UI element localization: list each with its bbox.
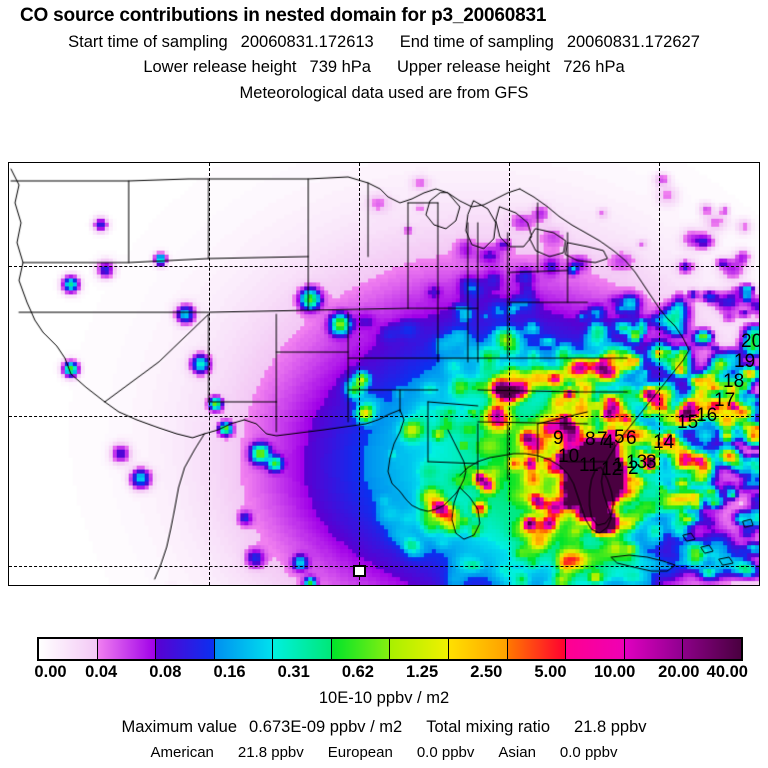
colorbar-segment-ramp xyxy=(624,639,683,659)
trajectory-point-3: 3 xyxy=(646,452,657,473)
colorbar-tick-20.00: 20.00 xyxy=(658,663,700,681)
colorbar-tick-0.04: 0.04 xyxy=(85,663,118,681)
maximum-value: 0.673E-09 ppbv / m2 xyxy=(249,718,403,736)
trajectory-point-11: 11 xyxy=(579,455,599,476)
trajectory-point-5: 5 xyxy=(614,427,625,448)
concentration-field-heatmap xyxy=(9,163,759,585)
colorbar-tick-0.08: 0.08 xyxy=(149,663,182,681)
graticule-parallel xyxy=(9,266,759,267)
colorbar-segment-ramp xyxy=(449,639,507,659)
colorbar-segment-ramp xyxy=(331,639,390,659)
maximum-value-label: Maximum value xyxy=(121,718,238,736)
colorbar-segment-ramp xyxy=(683,639,741,659)
page-title: CO source contributions in nested domain… xyxy=(20,5,547,26)
trajectory-point-15: 15 xyxy=(677,412,699,433)
colorbar-tick-0.00: 0.00 xyxy=(34,663,67,681)
upper-height-value: 726 hPa xyxy=(563,58,625,76)
total-mixing-ratio-label: Total mixing ratio xyxy=(426,718,551,736)
asian-label: Asian xyxy=(498,744,536,761)
trajectory-point-6: 6 xyxy=(626,428,637,449)
colorbar-tick-0.62: 0.62 xyxy=(341,663,374,681)
trajectory-point-19: 19 xyxy=(734,351,756,372)
trajectory-point-2: 2 xyxy=(628,458,639,479)
colorbar-segment-6 xyxy=(390,639,450,659)
trajectory-point-7: 7 xyxy=(597,429,608,450)
asian-value: 0.0 ppbv xyxy=(559,744,618,761)
american-value: 21.8 ppbv xyxy=(237,744,304,761)
american-label: American xyxy=(150,744,214,761)
colorbar-tick-0.16: 0.16 xyxy=(213,663,246,681)
meteorology-source-line: Meteorological data used are from GFS xyxy=(239,84,529,102)
trajectory-point-16: 16 xyxy=(696,405,718,426)
trajectory-point-9: 9 xyxy=(553,428,564,449)
colorbar-tick-10.00: 10.00 xyxy=(593,663,636,681)
upper-height-label: Upper release height xyxy=(397,58,551,76)
regional-contribution-line: American 21.8 ppbv European 0.0 ppbv Asian 0.… xyxy=(0,744,768,761)
colorbar-segment-ramp xyxy=(39,639,97,659)
colorbar-segment-11 xyxy=(683,639,741,659)
colorbar-tick-2.50: 2.50 xyxy=(470,663,503,681)
trajectory-point-17: 17 xyxy=(714,390,736,411)
trajectory-point-18: 18 xyxy=(723,371,745,392)
colorbar-segment-ramp xyxy=(273,639,331,659)
trajectory-point-10: 10 xyxy=(558,446,580,467)
colorbar-segment-ramp xyxy=(507,639,566,659)
colorbar-segment-ramp xyxy=(156,639,214,659)
european-value: 0.0 ppbv xyxy=(416,744,475,761)
colorbar-segment-5 xyxy=(331,639,391,659)
trajectory-point-12: 12 xyxy=(601,459,623,480)
colorbar-segment-4 xyxy=(273,639,332,659)
end-time-label: End time of sampling xyxy=(399,33,554,51)
graticule-meridian xyxy=(509,163,510,585)
colorbar-segment-9 xyxy=(566,639,625,659)
colorbar-segment-10 xyxy=(624,639,684,659)
trajectory-point-20: 20 xyxy=(741,331,759,352)
graticule-parallel xyxy=(9,566,759,567)
colorbar-tick-1.25: 1.25 xyxy=(406,663,439,681)
colorbar-tick-0.31: 0.31 xyxy=(277,663,310,681)
summary-statistics-line: Maximum value 0.673E-09 ppbv / m2 Total mi… xyxy=(0,718,768,737)
colorbar-tick-40.00: 40.00 xyxy=(706,663,748,681)
trajectory-point-1: 1 xyxy=(613,455,624,476)
colorbar-segment-7 xyxy=(449,639,508,659)
lower-height-label: Lower release height xyxy=(143,58,297,76)
release-location-marker xyxy=(353,565,366,577)
total-mixing-ratio-value: 21.8 ppbv xyxy=(574,718,647,736)
start-time-label: Start time of sampling xyxy=(68,33,228,51)
colorbar-segment-ramp xyxy=(214,639,273,659)
trajectory-point-14: 14 xyxy=(653,432,675,453)
end-time-value: 20060831.172627 xyxy=(566,33,700,51)
start-time-value: 20060831.172613 xyxy=(240,33,374,51)
graticule-parallel xyxy=(9,416,759,417)
colorbar-segment-0 xyxy=(39,639,98,659)
colorbar-segment-2 xyxy=(156,639,215,659)
graticule-meridian xyxy=(209,163,210,585)
colorbar xyxy=(37,637,743,661)
trajectory-point-13: 13 xyxy=(626,452,648,473)
lower-height-value: 739 hPa xyxy=(309,58,371,76)
colorbar-units-label: 10E-10 ppbv / m2 xyxy=(318,689,450,707)
trajectory-point-4: 4 xyxy=(603,432,614,453)
colorbar-tick-labels: 0.00 0.04 0.08 0.16 0.31 0.62 1.25 2.50 5.00 10.0… xyxy=(0,663,768,683)
european-label: European xyxy=(327,744,393,761)
release-height-line: Lower release height 739 hPa Upper release… xyxy=(0,58,768,77)
trajectory-point-8: 8 xyxy=(585,429,596,450)
colorbar-segment-8 xyxy=(507,639,567,659)
colorbar-segment-ramp xyxy=(97,639,156,659)
sampling-time-line: Start time of sampling 20060831.172613 End… xyxy=(0,33,768,52)
graticule-meridian xyxy=(659,163,660,585)
colorbar-segment-ramp xyxy=(566,639,624,659)
colorbar-tick-5.00: 5.00 xyxy=(534,663,567,681)
graticule-meridian xyxy=(359,163,360,585)
colorbar-segment-ramp xyxy=(390,639,449,659)
colorbar-segment-3 xyxy=(214,639,274,659)
colorbar-segment-1 xyxy=(97,639,157,659)
